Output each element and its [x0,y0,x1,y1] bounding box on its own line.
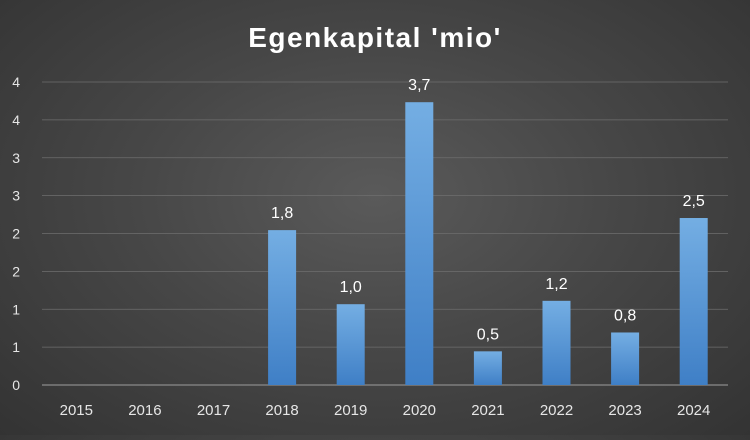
data-labels: 1,8 1,0 3,7 0,5 1,2 0,8 2,5 [271,77,705,343]
y-tick-label: 1 [12,301,20,317]
y-tick-label: 4 [12,74,20,90]
x-tick-label-2017: 2017 [197,402,230,419]
data-label-2024: 2,5 [683,193,705,210]
x-tick-label-2019: 2019 [334,402,367,419]
x-tick-label-2015: 2015 [60,402,93,419]
x-axis-ticks: 2015 2016 2017 2018 2019 2020 2021 2022 2023 2024 [60,402,711,419]
x-tick-label-2021: 2021 [471,402,504,419]
data-label-2020: 3,7 [408,77,430,94]
y-tick-label: 0 [12,377,20,393]
y-tick-label: 3 [12,150,20,166]
data-label-2019: 1,0 [340,279,362,296]
y-axis-ticks: 0 1 1 2 2 3 3 4 4 [12,74,20,393]
bar-2020 [405,102,434,385]
x-tick-label-2016: 2016 [128,402,161,419]
y-tick-label: 3 [12,188,20,204]
bars [268,102,708,385]
bar-2018 [268,230,297,385]
y-tick-label: 2 [12,226,20,242]
x-tick-label-2024: 2024 [677,402,710,419]
data-label-2018: 1,8 [271,205,293,222]
chart-title: Egenkapital 'mio' [248,22,502,53]
bar-2019 [336,304,365,385]
bar-2024 [679,218,708,385]
data-label-2021: 0,5 [477,326,499,343]
y-tick-label: 4 [12,112,20,128]
x-tick-label-2020: 2020 [403,402,436,419]
data-label-2023: 0,8 [614,307,636,324]
x-tick-label-2023: 2023 [608,402,641,419]
x-tick-label-2018: 2018 [265,402,298,419]
bar-2023 [611,332,640,385]
y-tick-label: 1 [12,339,20,355]
x-tick-label-2022: 2022 [540,402,573,419]
bar-2021 [473,351,502,385]
data-label-2022: 1,2 [545,276,567,293]
bar-2022 [542,300,571,385]
y-tick-label: 2 [12,263,20,279]
